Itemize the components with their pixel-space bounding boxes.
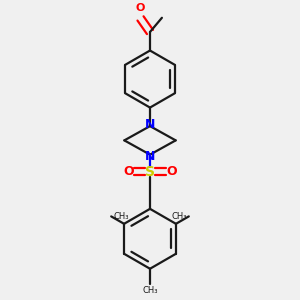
Text: O: O	[166, 165, 177, 178]
Text: O: O	[123, 165, 134, 178]
Text: O: O	[136, 3, 145, 13]
Text: N: N	[145, 118, 155, 131]
Text: S: S	[145, 165, 155, 179]
Text: N: N	[145, 150, 155, 163]
Text: CH₃: CH₃	[171, 212, 187, 221]
Text: CH₃: CH₃	[113, 212, 129, 221]
Text: CH₃: CH₃	[142, 286, 158, 296]
